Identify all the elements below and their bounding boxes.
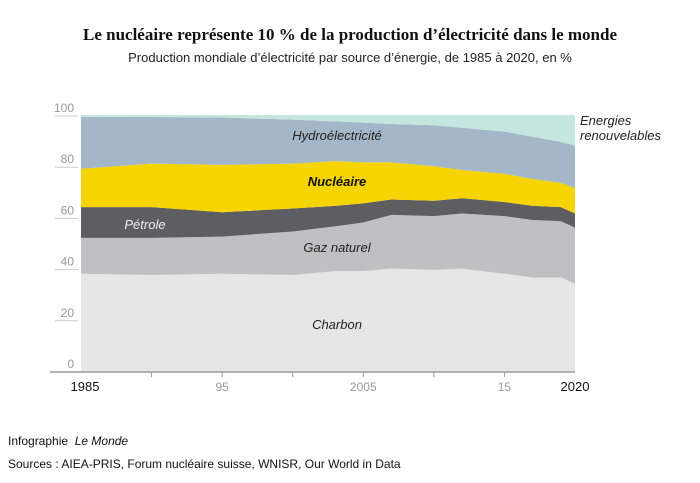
area-energies-renouvelables [81, 115, 575, 146]
label-renouvelables-1: Energies [580, 113, 632, 128]
area-gaz-naturel [81, 213, 575, 284]
label-hydro: Hydroélectricité [292, 128, 382, 143]
area-hydro-lectricit- [81, 116, 575, 188]
credit-name: Le Monde [74, 434, 129, 448]
credit: Infographie Le Monde [8, 434, 128, 448]
area-charbon [81, 268, 575, 371]
x-tick-label: 1985 [71, 379, 100, 394]
area-nucl-aire [81, 161, 575, 214]
x-tick-label: 95 [215, 380, 229, 394]
label-gaz: Gaz naturel [303, 240, 371, 255]
chart-title: Le nucléaire représente 10 % de la produ… [82, 25, 617, 44]
area-p-trole [81, 198, 575, 238]
sources: Sources : AIEA-PRIS, Forum nucléaire sui… [8, 457, 401, 471]
x-tick-label: 2005 [350, 380, 377, 394]
label-charbon: Charbon [312, 317, 362, 332]
stacked-area-chart: 0 20 40 60 80 100 1985 95 2005 15 2020 Charbon Gaz… [50, 101, 661, 394]
y-tick-label: 100 [54, 101, 74, 115]
x-tick-label: 2020 [561, 379, 590, 394]
y-tick-label: 20 [61, 306, 75, 320]
credit-prefix: Infographie [8, 434, 69, 448]
y-tick-label: 80 [61, 152, 75, 166]
chart-subtitle: Production mondiale d’électricité par so… [128, 50, 572, 65]
y-tick-label: 60 [61, 203, 75, 217]
label-renouvelables-2: renouvelables [580, 128, 661, 143]
y-tick-label: 40 [61, 255, 75, 269]
label-nucleaire: Nucléaire [308, 174, 367, 189]
label-petrole: Pétrole [124, 217, 165, 232]
x-tick-label: 15 [498, 380, 512, 394]
y-tick-label: 0 [67, 357, 74, 371]
